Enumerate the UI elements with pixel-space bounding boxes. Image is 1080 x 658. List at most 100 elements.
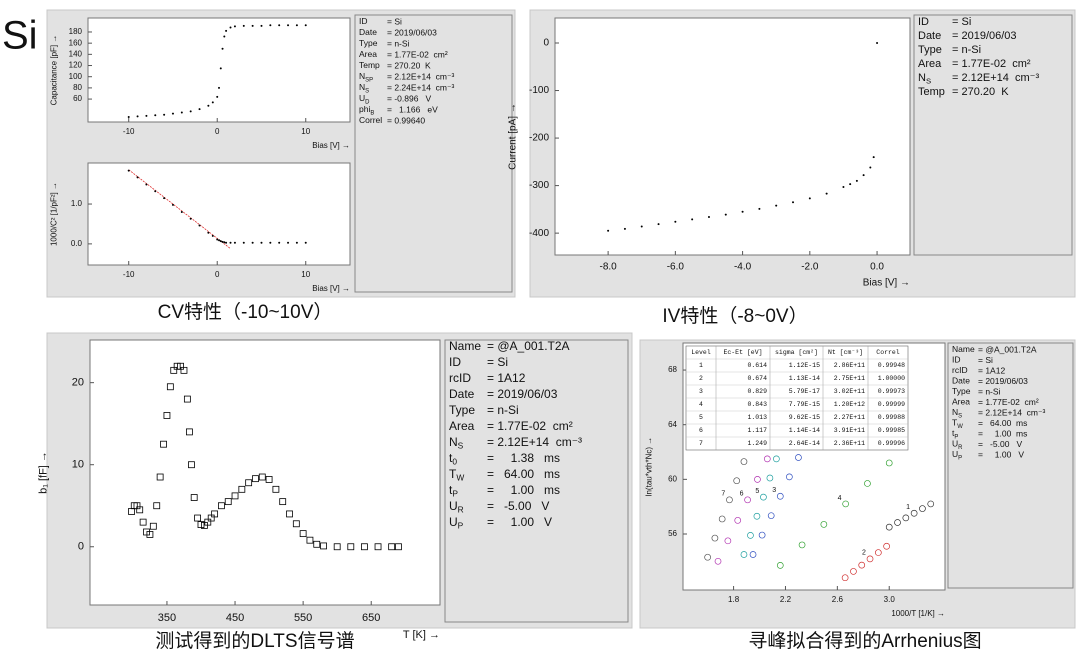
point xyxy=(744,496,751,504)
x-tick-label: -10 xyxy=(123,270,135,279)
y-tick-label: -200 xyxy=(529,133,549,144)
caption: 测试得到的DLTS信号谱 xyxy=(155,630,354,652)
point xyxy=(251,241,254,244)
table-cell: 0.99985 xyxy=(878,427,905,434)
table-cell: 0.99988 xyxy=(878,414,905,421)
point xyxy=(156,473,164,481)
y-tick-label: 68 xyxy=(668,365,677,374)
info-key-text: Temp xyxy=(918,86,945,98)
info-key-text: Date xyxy=(918,30,941,42)
table-cell: 0.843 xyxy=(747,401,767,408)
point xyxy=(173,362,181,370)
point xyxy=(272,485,280,493)
x-tick-label: 650 xyxy=(362,612,380,624)
table-cell: 1 xyxy=(699,362,703,369)
point xyxy=(874,549,882,556)
table-cell: 0.99948 xyxy=(878,362,905,369)
point xyxy=(221,240,224,243)
info-value: = -5.00 V xyxy=(487,499,549,513)
info-key: Name xyxy=(449,339,481,353)
info-key-sub: S xyxy=(958,413,962,419)
info-key: ID xyxy=(359,16,368,26)
info-value: = 1.00 V xyxy=(978,449,1024,459)
table-cell: 4 xyxy=(699,401,703,408)
y-tick-label: 60 xyxy=(73,94,82,103)
point xyxy=(145,114,148,117)
info-value: = 64.00 ms xyxy=(487,467,560,481)
point xyxy=(767,512,775,520)
info-key-sub: SP xyxy=(365,77,373,83)
info-key-sub: W xyxy=(957,424,963,430)
x-tick-label: 1.8 xyxy=(728,595,740,604)
point xyxy=(127,115,130,118)
point xyxy=(183,395,191,403)
point xyxy=(304,241,307,244)
info-key-sub: D xyxy=(365,99,369,105)
point xyxy=(224,498,232,506)
info-key-text: rcID xyxy=(449,371,471,385)
point xyxy=(171,112,174,115)
y-tick-label: 100 xyxy=(69,72,83,81)
table-cell: 9.62E-15 xyxy=(789,414,820,421)
series-label: 1 xyxy=(906,504,910,511)
y-axis-label: ln(tau*vth*Nc) → xyxy=(645,437,654,497)
point xyxy=(292,520,300,528)
table-cell: 0.99973 xyxy=(878,388,905,395)
info-key: TW xyxy=(952,418,963,430)
table-cell: 1.013 xyxy=(747,414,767,421)
info-key-text: Correl xyxy=(359,115,382,125)
info-key: Date xyxy=(918,30,941,42)
info-box xyxy=(444,339,629,623)
point xyxy=(333,543,341,551)
x-tick-label: 2.2 xyxy=(780,595,792,604)
info-key: phiB xyxy=(359,104,374,116)
y-tick-label: 0 xyxy=(543,38,549,49)
info-key: UR xyxy=(449,499,464,515)
point xyxy=(749,551,757,558)
point xyxy=(204,518,212,526)
info-value: = 270.20 K xyxy=(387,60,431,70)
point xyxy=(287,241,290,244)
info-key: Date xyxy=(449,387,475,401)
point xyxy=(229,241,232,244)
info-value: = Si xyxy=(952,16,971,28)
point xyxy=(154,190,157,193)
info-key-text: ID xyxy=(449,355,461,369)
point xyxy=(885,459,893,467)
x-tick-label: 0 xyxy=(215,127,220,136)
point xyxy=(139,518,147,526)
point xyxy=(258,473,266,481)
table-cell: 5.79E-17 xyxy=(789,388,820,395)
info-value: = 2019/06/03 xyxy=(487,387,558,401)
point xyxy=(306,536,314,544)
plot: -8.0 -6.0 -4.0 -2.0 0.0 -400 -300 -200 -100 0 Bias… xyxy=(508,14,1073,289)
point xyxy=(869,166,872,169)
plot-area xyxy=(554,17,911,256)
point xyxy=(734,516,742,524)
series-label: 7 xyxy=(721,491,725,498)
info-key: NS xyxy=(359,82,369,94)
fit-table: Level Ec-Et [eV] sigma [cm²] Nt [cm⁻³] Corre… xyxy=(685,345,909,451)
info-key-sub: R xyxy=(958,445,963,451)
info-key-text: Date xyxy=(952,376,970,386)
point xyxy=(758,207,761,210)
info-key-text: Type xyxy=(449,403,475,417)
table-cell: 0.614 xyxy=(747,362,767,369)
point xyxy=(313,540,321,548)
table-cell: 1.249 xyxy=(747,440,767,447)
table-cell: 0.829 xyxy=(747,388,767,395)
y-tick-label: 1.0 xyxy=(71,199,83,208)
info-value: = 1A12 xyxy=(978,365,1005,375)
point xyxy=(872,156,875,159)
point xyxy=(218,502,225,510)
info-key-text: N xyxy=(952,407,958,417)
point xyxy=(866,555,874,563)
info-key-text: Date xyxy=(449,387,475,401)
info-value: = n-Si xyxy=(487,403,519,417)
table-cell: 0.99996 xyxy=(878,440,905,447)
point xyxy=(286,510,293,518)
point xyxy=(166,383,174,391)
x-tick-label: 10 xyxy=(301,127,310,136)
point xyxy=(740,458,748,465)
table-header: Ec-Et [eV] xyxy=(723,349,762,356)
